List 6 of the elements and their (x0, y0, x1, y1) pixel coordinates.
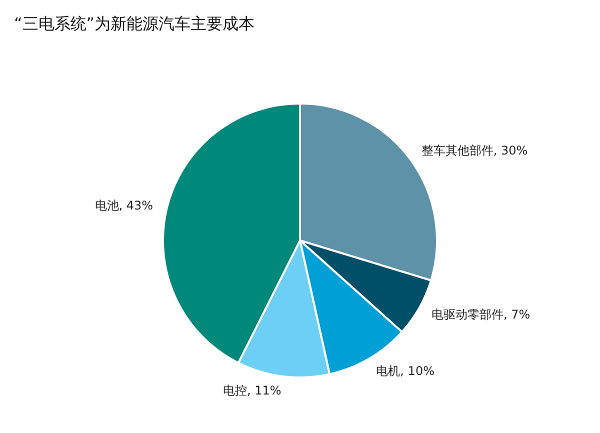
slice-label: 电控, 11% (222, 383, 282, 398)
slice-label: 电机, 10% (376, 364, 434, 378)
slice-label: 电池, 43% (94, 198, 154, 213)
chart-title: “三电系统”为新能源汽车主要成本 (14, 14, 255, 33)
slice-label: 整车其他部件, 30% (421, 144, 528, 158)
slice-label: 电驱动零部件, 7% (432, 308, 530, 322)
